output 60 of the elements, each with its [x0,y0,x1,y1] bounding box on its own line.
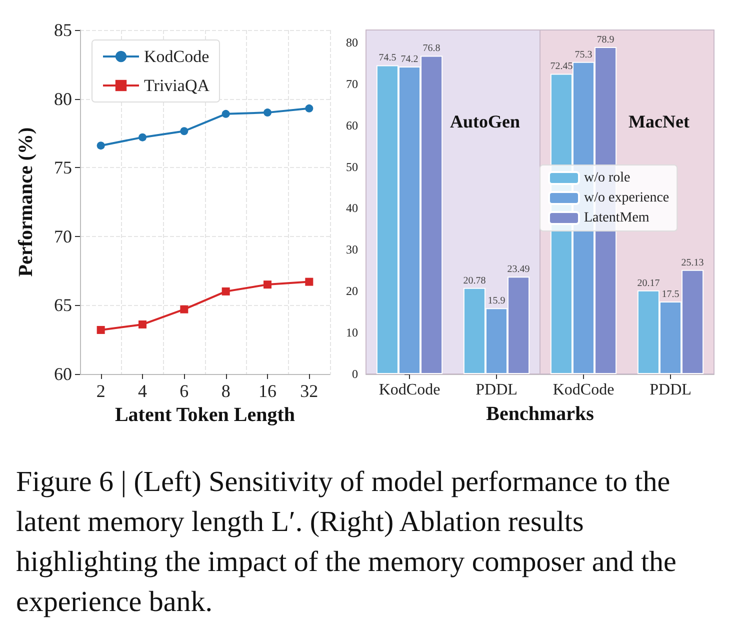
point [180,127,188,136]
point [138,133,146,142]
x-tick-label: KodCode [378,382,440,398]
x-axis-title: Benchmarks [486,403,594,425]
data-label: 75.3 [574,49,592,60]
y-tick-label: 85 [54,20,72,40]
legend-label: w/o role [584,170,630,186]
point [138,320,146,328]
y-tick-label: 70 [54,226,72,246]
legend-label: LatentMem [584,210,650,226]
point [96,142,105,150]
data-label: 20.78 [463,275,486,286]
band-label: MacNet [628,112,690,132]
data-label: 15.9 [488,296,506,307]
y-tick-label: 0 [352,367,358,381]
x-tick-label: 4 [138,381,147,401]
y-tick-label: 30 [346,242,358,257]
caption: Figure 6 | (Left) Sensitivity of model performance to the latent memory length L′. (Right) Ablation results highlighting the impact of the memory composer and the experience bank. [16,465,678,620]
point [222,287,230,296]
point [305,278,314,286]
point [96,326,105,334]
data-label: 74.5 [378,52,396,64]
x-tick-label: 8 [221,381,230,401]
y-tick-label: 80 [54,88,72,109]
y-tick-label: 70 [346,76,358,91]
x-tick-label: 16 [258,381,276,401]
point [305,104,314,112]
data-label: 76.8 [422,43,440,54]
x-tick-label: 2 [96,381,106,401]
y-tick-label: 60 [54,364,72,384]
x-axis-title: Latent Token Length [114,404,296,426]
y-tick-label: 10 [346,326,358,340]
legend-label: w/o experience [584,190,670,206]
data-label: 17.5 [662,288,680,300]
x-tick-label: 6 [180,381,189,401]
data-label: 74.2 [400,54,418,65]
data-label: 72.45 [550,61,573,72]
y-tick-label: 65 [54,295,72,316]
y-tick-label: 60 [346,118,358,132]
y-tick-label: 80 [346,35,358,50]
y-tick-label: 20 [346,284,358,298]
point [264,280,272,289]
x-tick-label: KodCode [552,382,614,398]
data-label: 25.13 [681,257,704,268]
y-axis-title: Performance (%) [15,127,37,277]
data-label: 20.17 [637,278,660,289]
x-tick-label: PDDL [650,382,692,398]
band-label: AutoGen [450,112,520,132]
x-tick-label: 32 [300,381,318,401]
point [180,305,188,314]
y-tick-label: 40 [346,201,358,216]
x-tick-label: PDDL [476,382,518,398]
point [222,110,230,118]
y-tick-label: 50 [346,160,358,174]
point [264,108,272,117]
data-label: 78.9 [596,34,614,46]
legend-label: TriviaQA [144,76,210,95]
data-label: 23.49 [507,264,530,276]
legend-label: KodCode [144,47,210,66]
y-tick-label: 75 [54,158,72,178]
